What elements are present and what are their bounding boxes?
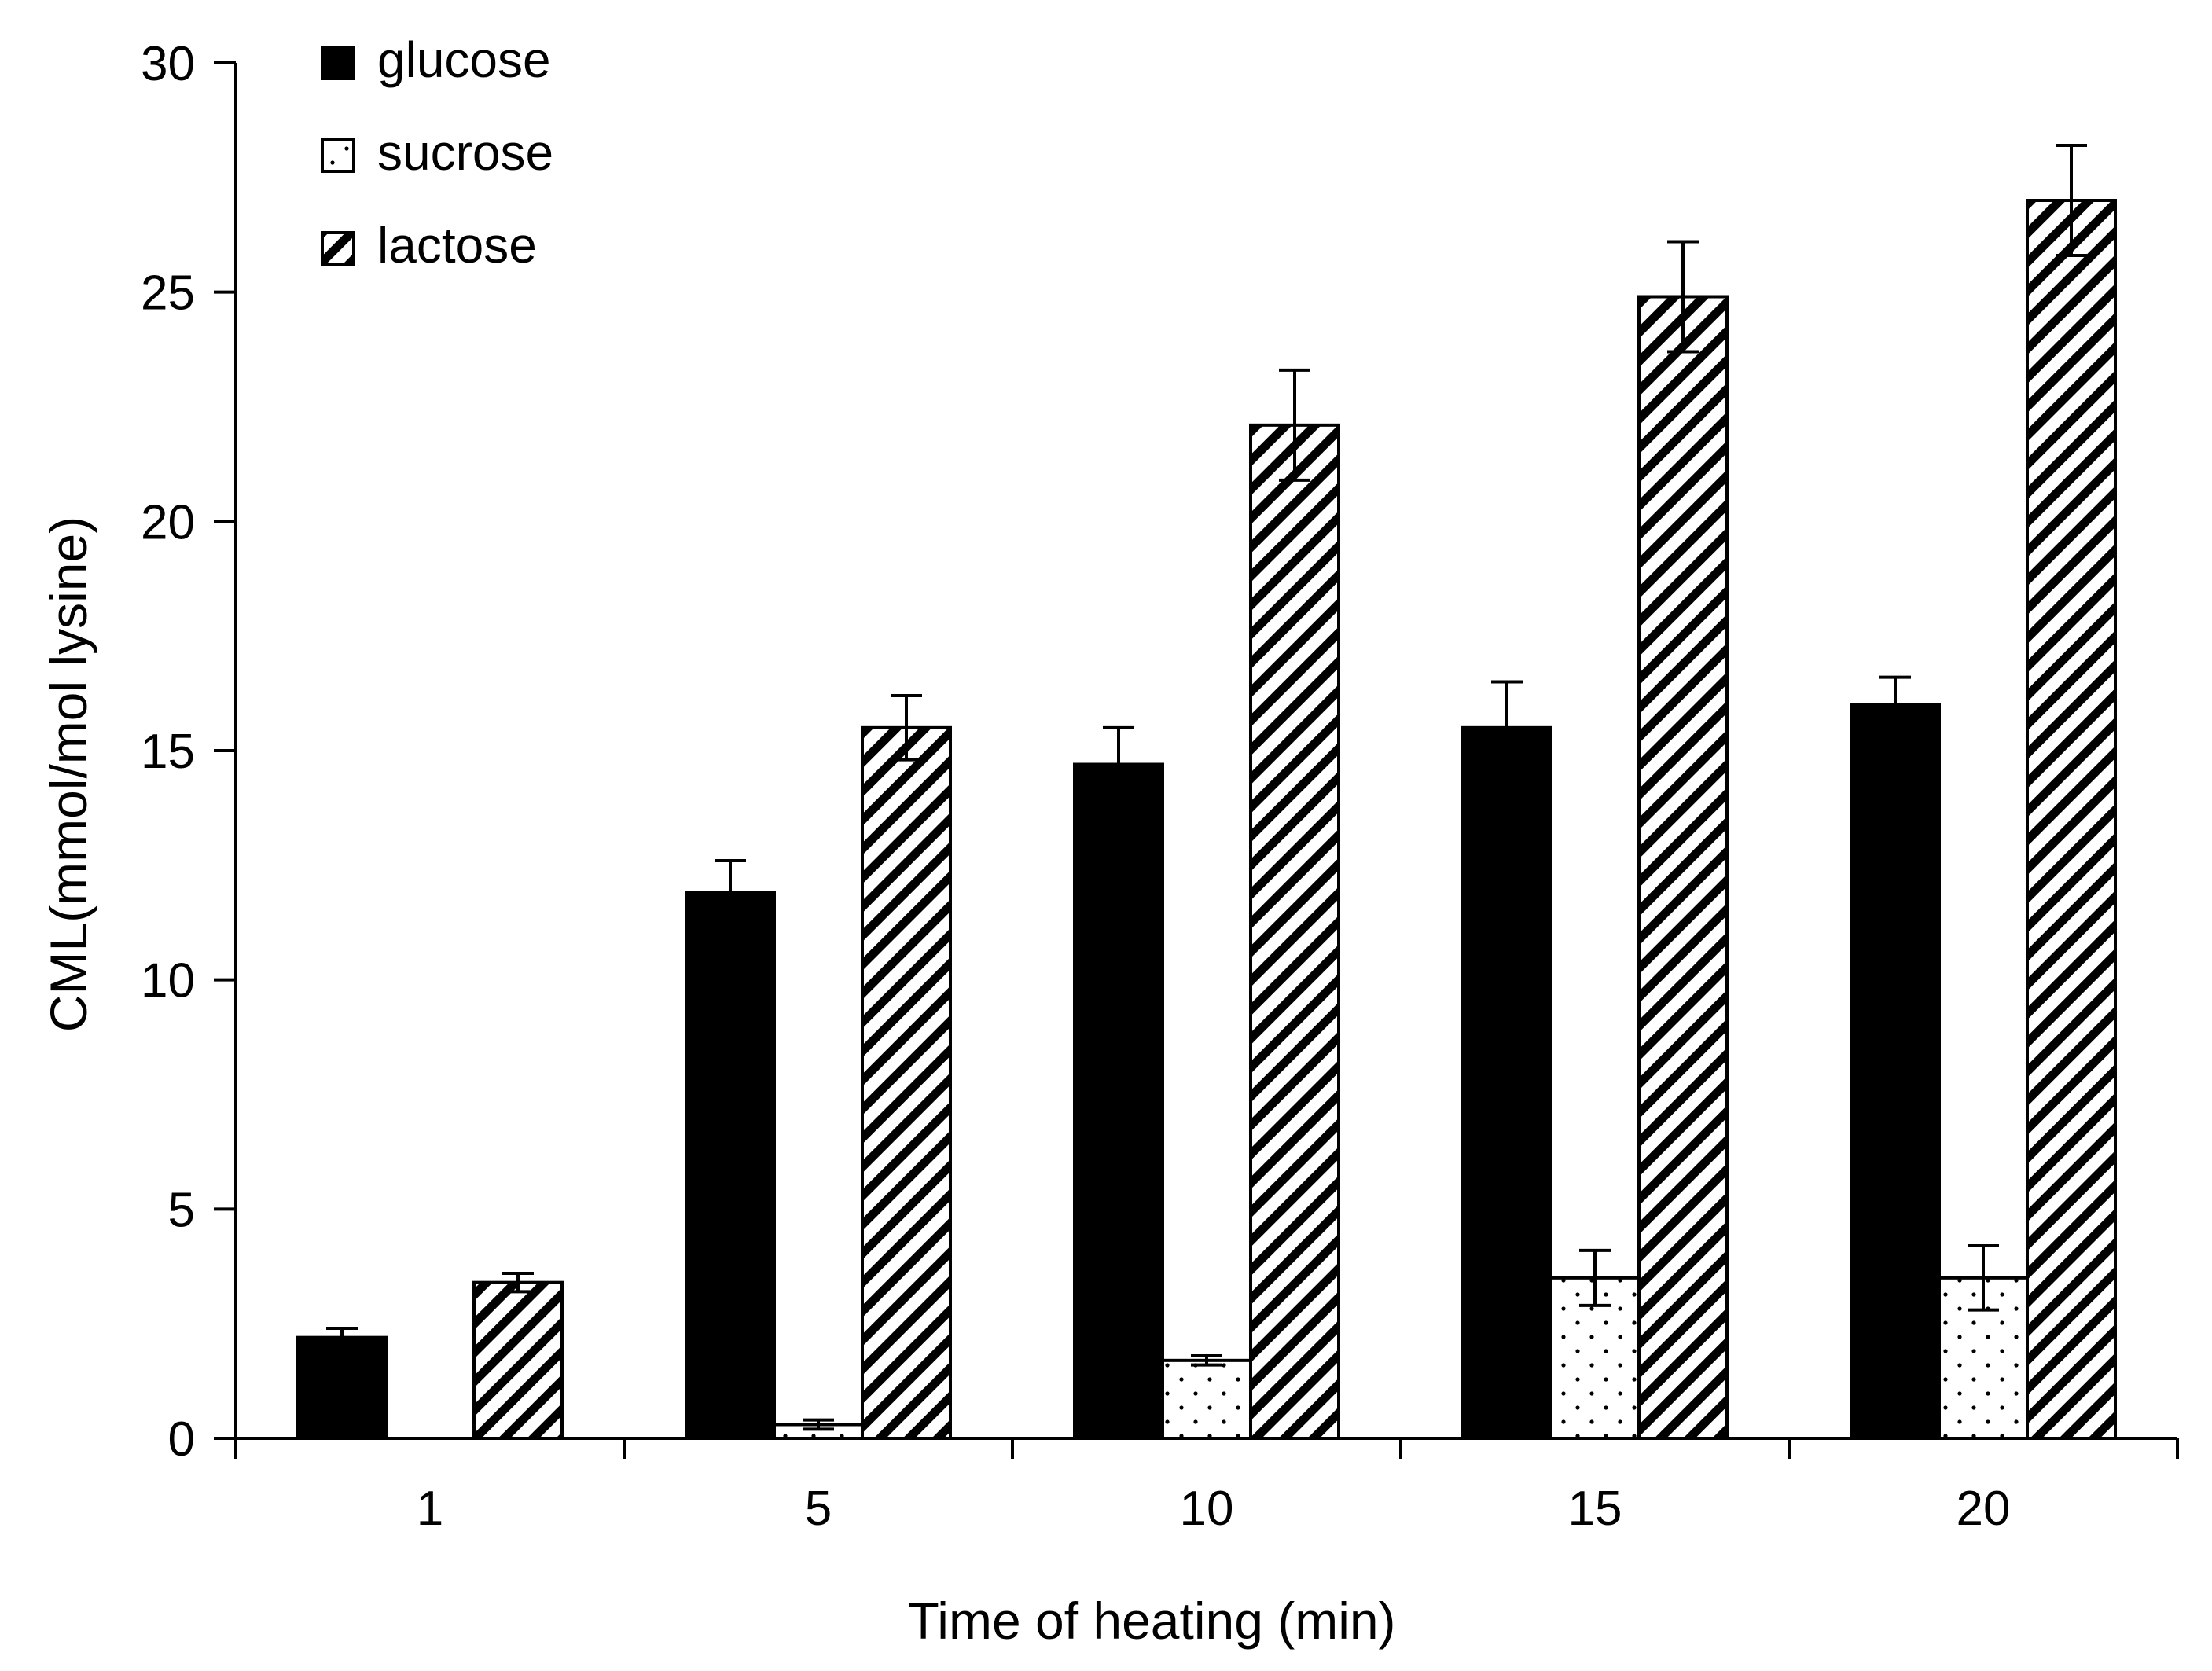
bar-glucose-5 (685, 891, 776, 1441)
bar-glucose-1 (296, 1335, 388, 1440)
x-axis-title: Time of heating (min) (907, 1592, 1395, 1650)
legend-label-glucose: glucose (377, 31, 551, 88)
legend-label-sucrose: sucrose (377, 124, 553, 181)
legend-swatch-sucrose (321, 138, 355, 173)
bar-glucose-10 (1073, 762, 1164, 1440)
bar-glucose-20 (1850, 703, 1941, 1440)
legend-swatch-lactose (321, 231, 355, 266)
x-tick-label-1: 1 (417, 1482, 443, 1536)
x-tick-label-15: 15 (1568, 1482, 1622, 1536)
bars-layer (296, 144, 2117, 1441)
legend: glucose sucrose lactose (321, 31, 553, 274)
bar-lactose-10 (1249, 423, 1340, 1440)
bar-lactose-1 (472, 1280, 564, 1440)
legend-label-lactose: lactose (377, 217, 537, 274)
bar-sucrose-10 (1161, 1358, 1252, 1441)
x-tick-label-10: 10 (1180, 1482, 1234, 1536)
y-tick-label-30: 30 (141, 37, 195, 91)
y-tick-label-10: 10 (141, 954, 195, 1008)
x-tick-label-5: 5 (805, 1482, 832, 1536)
y-tick-label-20: 20 (141, 495, 195, 549)
y-tick-label-25: 25 (141, 266, 195, 321)
y-tick-label-5: 5 (168, 1183, 195, 1237)
bar-lactose-20 (2026, 199, 2117, 1440)
y-axis-title: CML(mmol/mol lysine) (39, 516, 97, 1032)
bar-lactose-5 (861, 725, 952, 1440)
y-tick-label-15: 15 (141, 725, 195, 779)
legend-swatch-glucose (321, 46, 355, 80)
bar-lactose-15 (1637, 295, 1729, 1440)
bar-glucose-15 (1461, 725, 1552, 1440)
y-tick-label-0: 0 (168, 1412, 195, 1467)
x-tick-label-20: 20 (1957, 1482, 2011, 1536)
